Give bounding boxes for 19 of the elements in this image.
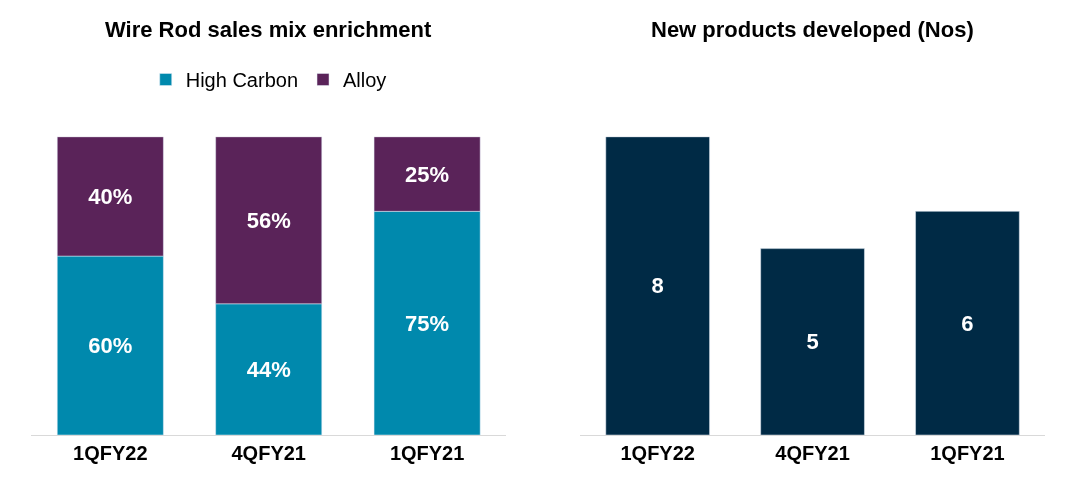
- x-tick-label: 1QFY22: [73, 442, 148, 464]
- x-tick-label: 1QFY22: [620, 442, 695, 464]
- data-label: 44%: [246, 356, 291, 382]
- x-tick-label: 1QFY21: [389, 442, 465, 464]
- data-label: 8: [651, 273, 664, 299]
- legend-label: Alloy: [343, 69, 387, 92]
- chart-title: New products developed (Nos): [651, 17, 974, 42]
- legend-label: High Carbon: [185, 69, 299, 92]
- data-label: 6: [961, 310, 974, 336]
- x-tick-label: 4QFY21: [231, 442, 306, 464]
- x-tick-label: 4QFY21: [775, 442, 850, 464]
- x-tick-label: 1QFY21: [930, 442, 1005, 464]
- data-label: 75%: [405, 310, 450, 336]
- data-label: 25%: [405, 161, 450, 187]
- data-label: 56%: [246, 207, 291, 233]
- data-label: 5: [806, 329, 819, 355]
- data-label: 60%: [88, 333, 133, 359]
- data-label: 40%: [88, 183, 133, 209]
- chart-title: Wire Rod sales mix enrichment: [105, 17, 432, 42]
